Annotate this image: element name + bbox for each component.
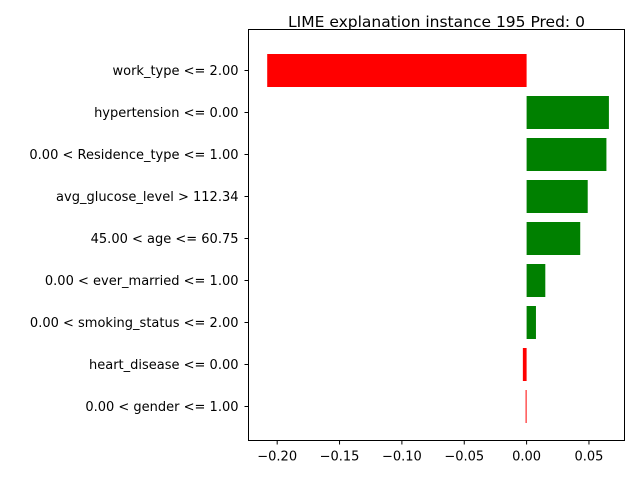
x-tick-label-1: −0.15 [320,450,360,465]
bar-3 [526,180,588,213]
y-axis: work_type <= 2.00 hypertension <= 0.00 0.0… [29,64,249,415]
y-tick-label-4: 45.00 < age <= 60.75 [91,232,239,247]
y-tick-label-5: 0.00 < ever_married <= 1.00 [45,274,239,289]
bar-5 [526,264,546,297]
y-tick-label-7: heart_disease <= 0.00 [89,358,239,373]
chart-title: LIME explanation instance 195 Pred: 0 [288,13,585,31]
y-tick-label-8: 0.00 < gender <= 1.00 [85,400,238,415]
y-tick-label-0: work_type <= 2.00 [113,64,239,79]
x-tick-label-2: −0.10 [382,450,422,465]
bar-6 [526,306,536,339]
bar-4 [526,222,581,255]
axes-frame [248,29,625,441]
bars-group [267,54,609,423]
y-tick-label-1: hypertension <= 0.00 [94,106,238,121]
y-tick-label-3: avg_glucose_level > 112.34 [56,190,238,205]
x-tick-label-5: 0.05 [574,450,603,465]
bar-0 [267,54,527,87]
x-tick-label-0: −0.20 [257,450,297,465]
bar-1 [526,96,609,129]
x-tick-label-4: 0.00 [512,450,541,465]
y-tick-label-6: 0.00 < smoking_status <= 2.00 [30,316,239,331]
bar-8 [525,390,527,423]
bar-2 [526,138,607,171]
bar-7 [522,348,527,381]
x-tick-label-3: −0.05 [444,450,484,465]
y-tick-label-2: 0.00 < Residence_type <= 1.00 [29,148,238,163]
x-axis: −0.20 −0.15 −0.10 −0.05 0.00 0.05 [257,440,603,465]
